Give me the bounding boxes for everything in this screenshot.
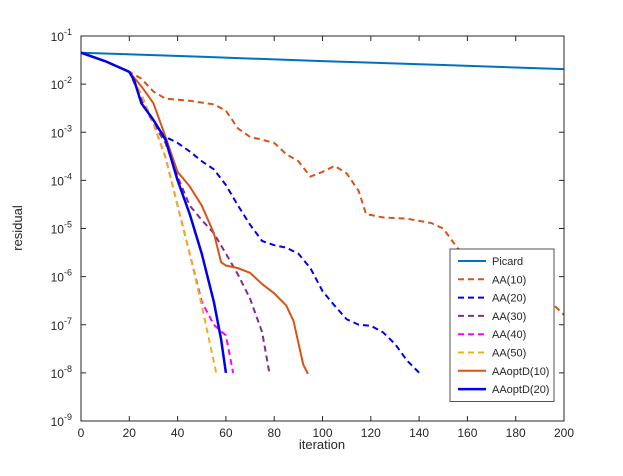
x-tick-label: 200 <box>554 426 574 440</box>
x-tick-label: 180 <box>506 426 526 440</box>
legend-label: AAoptD(20) <box>492 384 549 396</box>
x-axis-label: iteration <box>299 437 345 452</box>
x-tick-label: 100 <box>312 426 332 440</box>
legend-label: AA(30) <box>492 311 526 323</box>
y-tick-label: 10-9 <box>51 412 72 429</box>
series-line-aaoptd-20 <box>80 51 228 374</box>
legend: Picard AA(10) AA(20) AA(30) AA(40) AA(50) AAop… <box>449 248 555 402</box>
series-line-aa-50 <box>80 51 218 374</box>
x-tick-label: 20 <box>123 426 137 440</box>
y-tick-label: 10-5 <box>51 220 72 237</box>
series-line-picard <box>80 51 565 71</box>
x-tick-label: 160 <box>457 426 477 440</box>
legend-box <box>449 248 555 402</box>
x-tick-label: 60 <box>219 426 233 440</box>
x-tick-label: 40 <box>171 426 185 440</box>
legend-label: AA(50) <box>492 348 526 360</box>
legend-label: AA(40) <box>492 329 526 341</box>
legend-label: AA(10) <box>492 274 526 286</box>
y-tick-label: 10-1 <box>51 27 72 44</box>
series-line-aaoptd-10 <box>80 51 309 375</box>
x-tick-label: 120 <box>361 426 381 440</box>
x-tick-label: 0 <box>78 426 85 440</box>
y-tick-label: 10-4 <box>51 171 72 188</box>
y-tick-label: 10-7 <box>51 316 72 333</box>
tick-layer: 0 20 40 60 80 100 120 140 160 180 200 10-9 10-8 10-7 1… <box>51 27 575 440</box>
y-tick-label: 10-2 <box>51 75 72 92</box>
x-tick-label: 80 <box>268 426 282 440</box>
y-tick-label: 10-8 <box>51 364 72 381</box>
series-line-aa-40 <box>80 51 235 374</box>
x-tick-label: 140 <box>409 426 429 440</box>
y-axis-label: residual <box>10 205 25 251</box>
y-tick-label: 10-3 <box>51 123 72 140</box>
legend-label: AA(20) <box>492 293 526 305</box>
legend-label: Picard <box>492 256 523 268</box>
legend-label: AAoptD(10) <box>492 366 549 378</box>
y-tick-label: 10-6 <box>51 268 72 285</box>
